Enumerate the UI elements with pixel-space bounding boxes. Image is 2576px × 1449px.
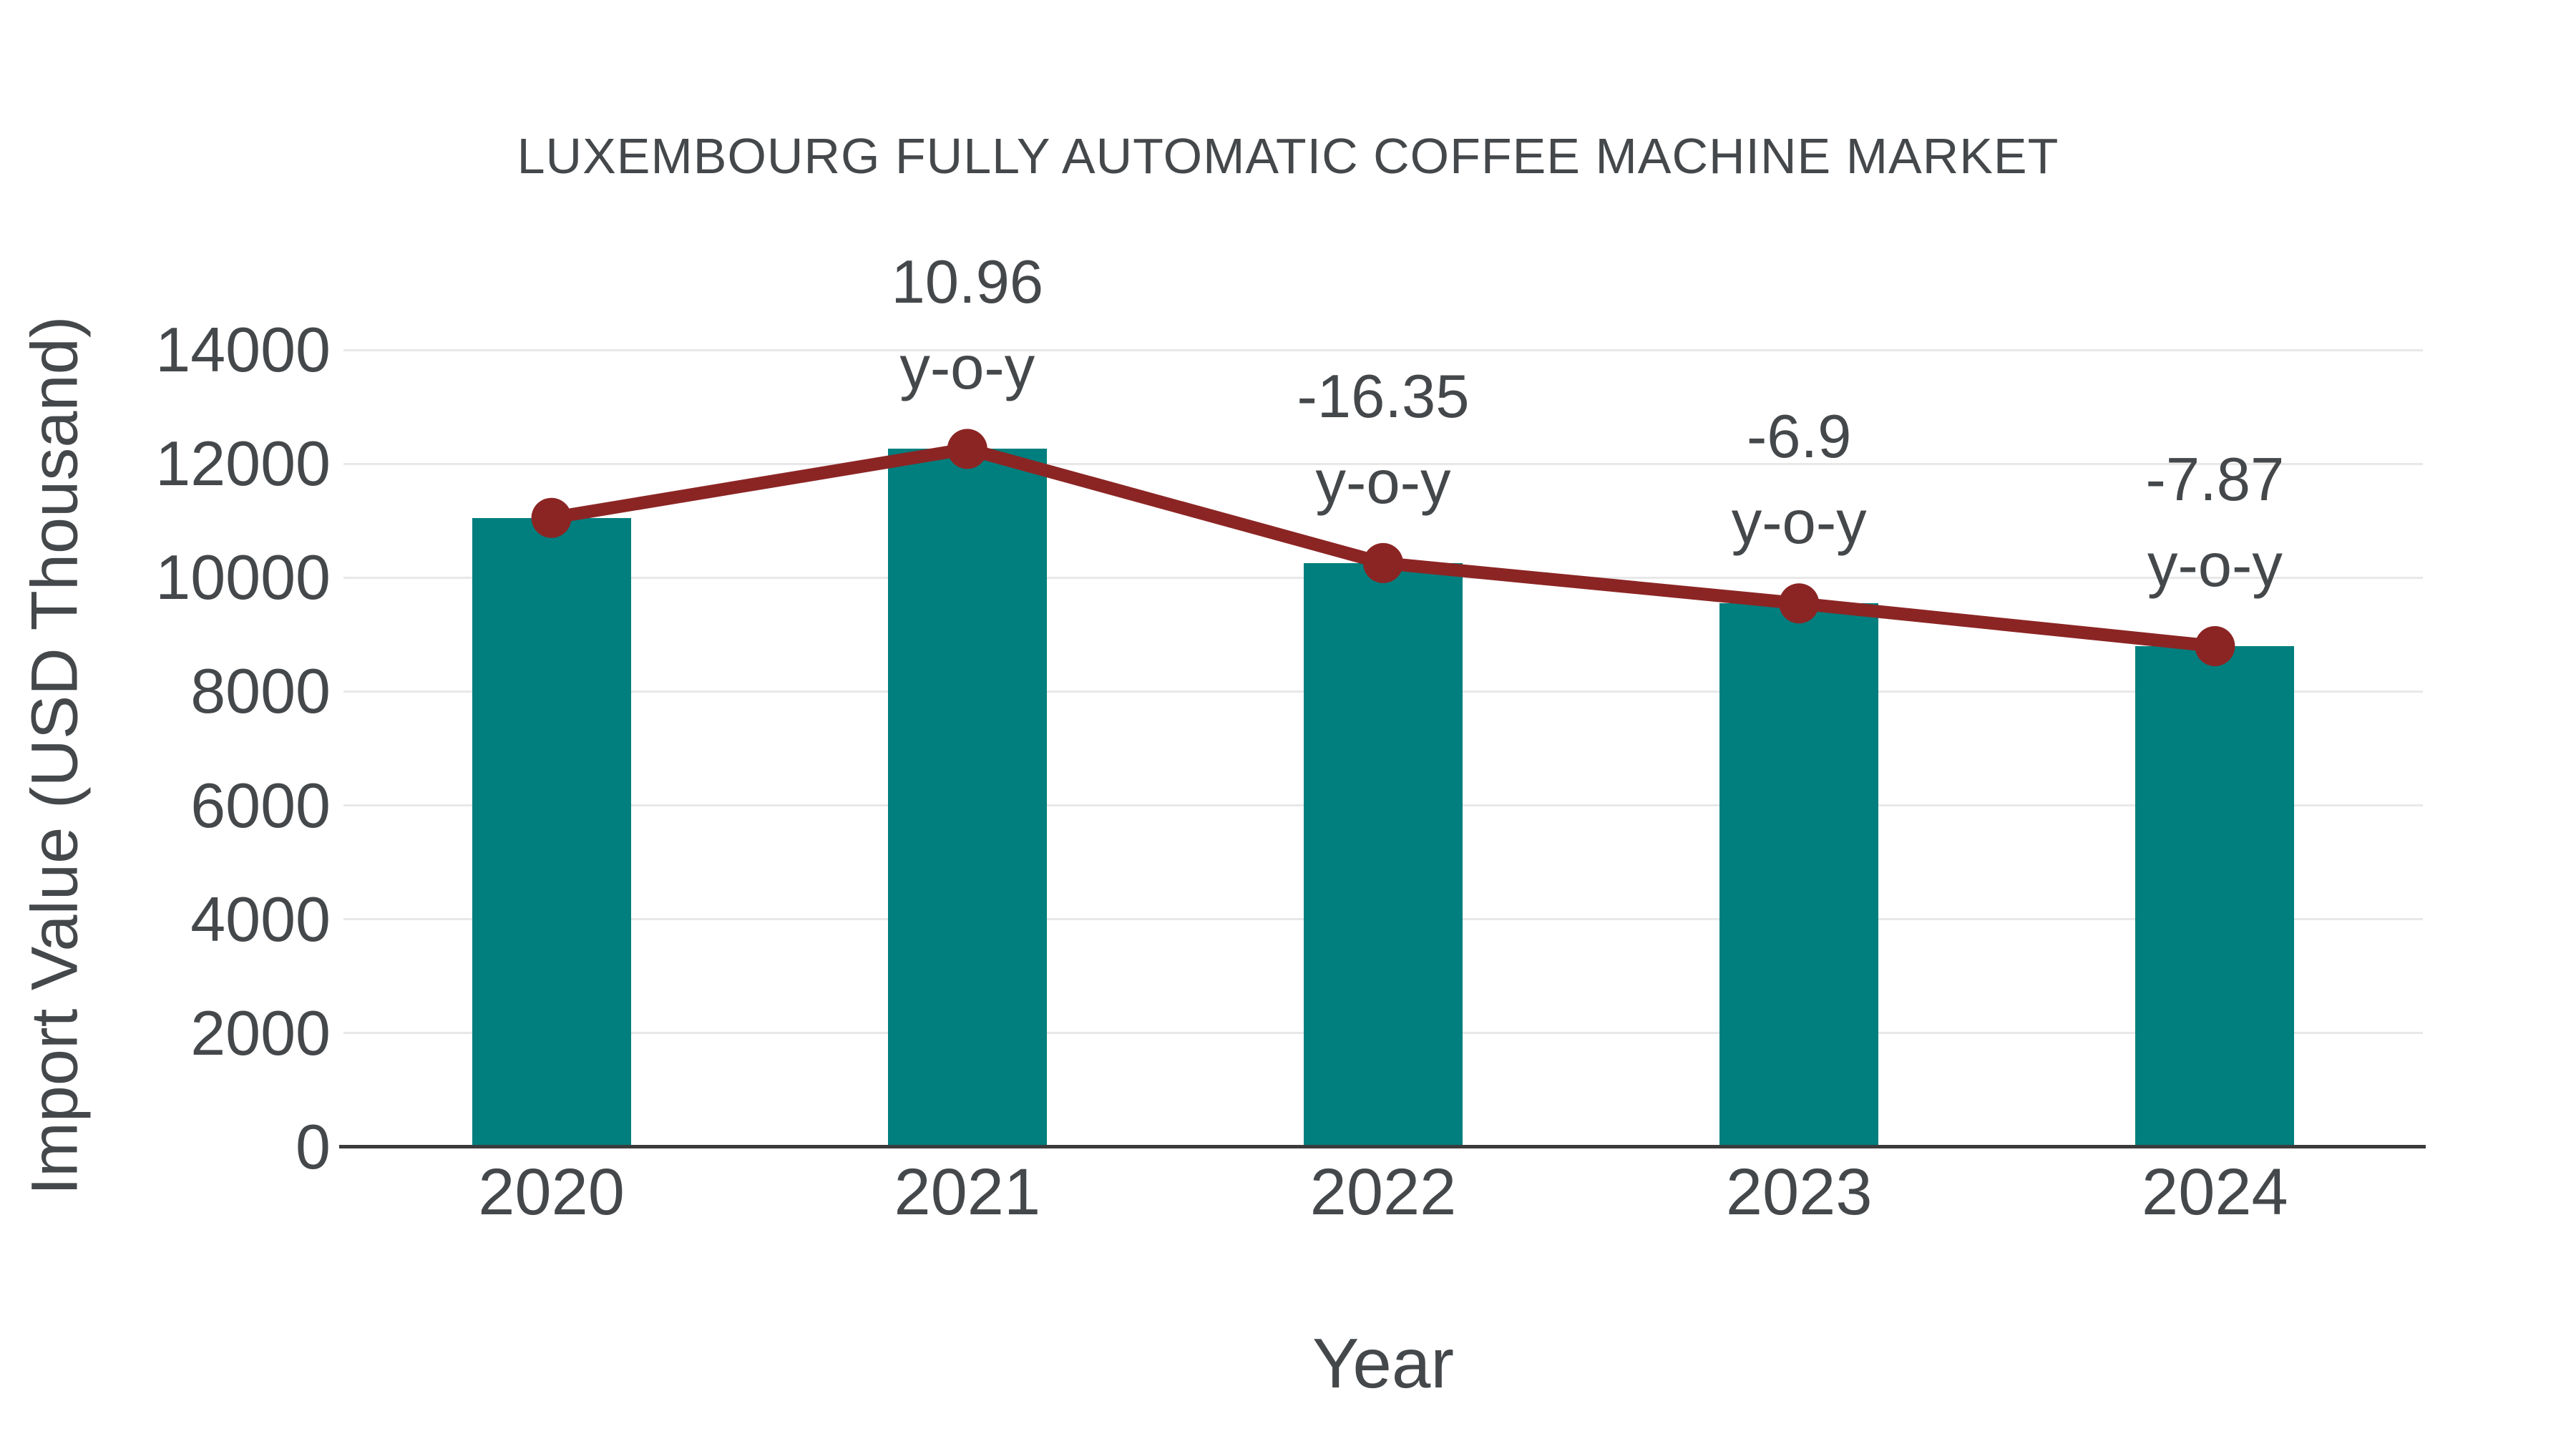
trend-line-layer <box>531 429 2235 667</box>
y-tick-label-10000: 10000 <box>155 542 331 613</box>
x-axis-line <box>339 1145 2426 1148</box>
data-point-2022 <box>1363 542 1403 583</box>
annotation-suffix-2024: y-o-y <box>2147 532 2283 600</box>
bar-2023 <box>1719 603 1879 1147</box>
data-point-2023 <box>1779 583 1820 624</box>
annotation-2024: -7.87 y-o-y <box>2146 437 2285 609</box>
annotation-value-2022: -16.35 <box>1297 362 1470 431</box>
x-tick-label-2023: 2023 <box>1725 1156 1873 1229</box>
y-tick-label-12000: 12000 <box>155 428 331 499</box>
data-point-2020 <box>531 497 572 538</box>
annotation-value-2021: 10.96 <box>891 248 1044 317</box>
y-tick-label-14000: 14000 <box>155 314 331 385</box>
data-point-2024 <box>2195 626 2235 667</box>
chart-title: LUXEMBOURG FULLY AUTOMATIC COFFEE MACHIN… <box>517 128 2059 184</box>
y-tick-label-2000: 2000 <box>190 997 331 1068</box>
annotation-suffix-2023: y-o-y <box>1731 489 1867 557</box>
annotation-suffix-2021: y-o-y <box>899 334 1035 403</box>
gridline-12000 <box>343 462 2423 465</box>
y-tick-label-4000: 4000 <box>190 883 331 955</box>
bar-2020 <box>472 517 631 1147</box>
annotation-2022: -16.35 y-o-y <box>1297 354 1469 526</box>
annotation-value-2023: -6.9 <box>1746 403 1852 472</box>
bar-2024 <box>2135 646 2295 1147</box>
annotation-suffix-2022: y-o-y <box>1315 448 1451 517</box>
bar-2021 <box>887 449 1047 1147</box>
x-tick-label-2021: 2021 <box>894 1156 1041 1229</box>
y-tick-label-8000: 8000 <box>190 655 331 727</box>
data-point-2021 <box>947 429 987 469</box>
annotation-value-2024: -7.87 <box>2145 446 2285 514</box>
x-tick-label-2020: 2020 <box>478 1156 625 1229</box>
x-axis-title: Year <box>1312 1324 1455 1402</box>
bar-2022 <box>1304 562 1463 1147</box>
annotation-2021: 10.96 y-o-y <box>891 240 1043 411</box>
gridline-14000 <box>343 348 2423 351</box>
x-tick-label-2022: 2022 <box>1309 1156 1457 1229</box>
x-tick-label-2024: 2024 <box>2142 1156 2288 1229</box>
y-tick-label-6000: 6000 <box>190 769 331 841</box>
plot-area <box>339 348 2426 1148</box>
annotation-2023: -6.9 y-o-y <box>1732 394 1867 566</box>
y-tick-label-0: 0 <box>296 1111 331 1182</box>
